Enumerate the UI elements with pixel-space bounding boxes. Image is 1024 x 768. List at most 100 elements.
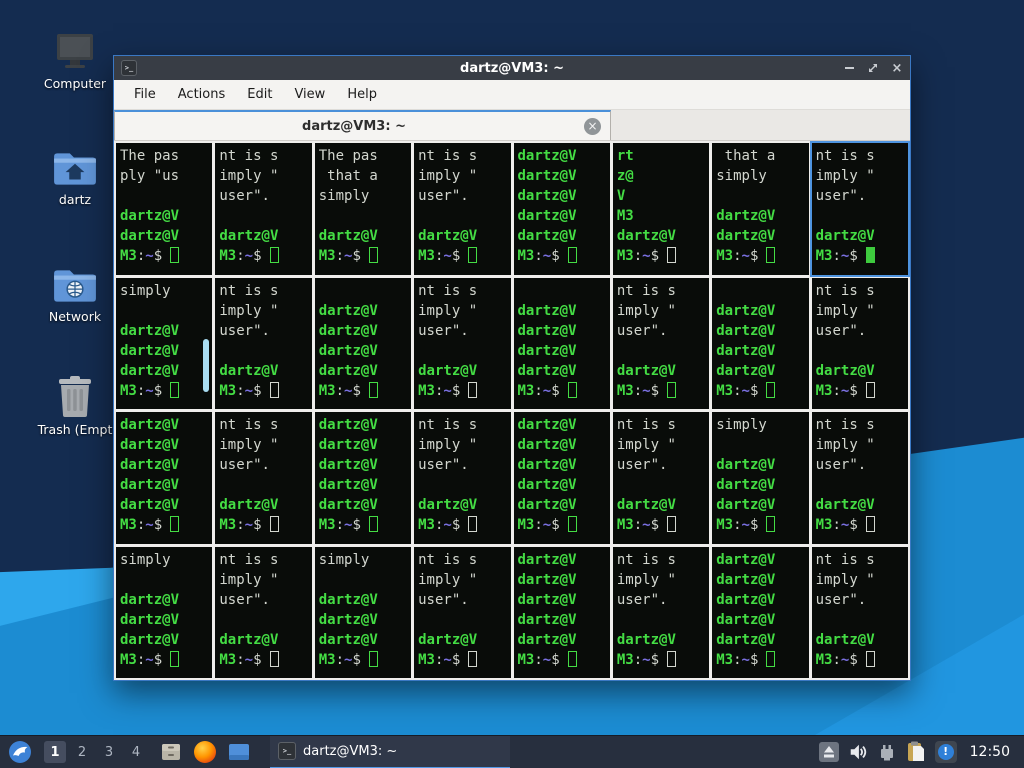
clock[interactable]: 12:50 xyxy=(969,744,1010,760)
terminal-cursor xyxy=(567,516,577,532)
prompt-line: M3:~$ xyxy=(120,650,212,670)
terminal-pane[interactable]: nt is s imply " user". dartz@V M3:~$ xyxy=(811,277,908,409)
pane-scrollbar[interactable] xyxy=(203,339,210,392)
terminal-line: dartz@V xyxy=(716,477,776,493)
maximize-button[interactable] xyxy=(867,62,879,74)
terminal-line: nt is s xyxy=(815,148,875,164)
terminal-line xyxy=(120,186,212,206)
terminal-cursor xyxy=(269,247,279,263)
terminal-line: nt is s xyxy=(616,282,676,299)
desktop-icon-network[interactable]: Network xyxy=(25,259,125,324)
notifier-icon[interactable]: ! xyxy=(934,741,957,763)
terminal-pane[interactable]: dartz@V dartz@V dartz@V dartz@V dartz@V M3:~$ xyxy=(116,412,213,544)
terminal-pane[interactable]: nt is s imply " user". dartz@V M3:~$ xyxy=(215,277,312,409)
clipboard-icon[interactable] xyxy=(906,741,926,762)
firefox-launcher[interactable] xyxy=(193,740,217,764)
terminal-pane[interactable]: rt z@ V M3 dartz@V M3:~$ xyxy=(612,143,710,275)
terminal-pane[interactable]: nt is s imply " user". dartz@V M3:~$ xyxy=(612,277,710,409)
applications-menu-button[interactable] xyxy=(8,740,32,764)
terminal-pane[interactable]: dartz@V dartz@V dartz@V dartz@V M3:~$ xyxy=(314,277,412,409)
network-icon[interactable] xyxy=(877,742,897,762)
volume-icon[interactable] xyxy=(848,742,868,762)
desktop-icon-trash[interactable]: Trash (Empt xyxy=(25,372,125,437)
terminal-line: dartz@V xyxy=(418,362,478,379)
menu-file[interactable]: File xyxy=(134,87,156,102)
terminal-line: dartz@V xyxy=(815,228,875,244)
terminal-pane[interactable]: nt is s imply " user". dartz@V M3:~$ xyxy=(612,412,710,544)
terminal-pane[interactable]: simply dartz@V dartz@V dartz@V M3:~$ xyxy=(116,546,213,678)
close-button[interactable]: × xyxy=(891,60,903,76)
prompt-line: M3:~$ xyxy=(418,650,510,670)
terminal-line: simply xyxy=(120,551,171,568)
workspace-1[interactable]: 1 xyxy=(44,741,66,763)
menu-view[interactable]: View xyxy=(294,87,326,102)
terminal-line: dartz@V xyxy=(517,551,577,568)
terminal-pane[interactable]: simply dartz@V dartz@V dartz@V M3:~$ xyxy=(116,277,213,409)
terminal-line: dartz@V xyxy=(716,457,776,473)
menu-edit[interactable]: Edit xyxy=(247,87,273,102)
terminal-line xyxy=(219,475,311,495)
terminal-line: dartz@V xyxy=(716,611,776,628)
terminal-line: dartz@V xyxy=(120,208,180,224)
terminal-pane[interactable]: simply dartz@V dartz@V dartz@V M3:~$ xyxy=(314,546,412,678)
terminal-pane[interactable]: The pas ply "us dartz@V dartz@V M3:~$ xyxy=(116,143,213,275)
terminal-pane[interactable]: nt is s imply " user". dartz@V M3:~$ xyxy=(414,277,511,409)
terminal-line xyxy=(120,301,212,321)
terminal-line: imply " xyxy=(616,571,676,588)
terminal-cursor xyxy=(865,247,875,263)
terminal-line: dartz@V xyxy=(815,497,875,513)
terminal-pane[interactable]: dartz@V dartz@V dartz@V dartz@V dartz@V M3:~$ xyxy=(513,143,610,275)
terminal-pane[interactable]: that a simply dartz@V dartz@V M3:~$ xyxy=(712,143,809,275)
terminal-pane[interactable]: nt is s imply " user". dartz@V M3:~$ xyxy=(215,143,312,275)
desktop-icon-computer[interactable]: Computer xyxy=(25,26,125,91)
workspace-3[interactable]: 3 xyxy=(104,744,114,760)
terminal-pane[interactable]: dartz@V dartz@V dartz@V dartz@V M3:~$ xyxy=(712,277,809,409)
terminal-cursor xyxy=(766,247,776,263)
tab-close-icon[interactable]: × xyxy=(584,117,601,135)
removable-media-icon[interactable] xyxy=(818,742,839,762)
terminal-line: nt is s xyxy=(815,417,875,433)
terminal-pane[interactable]: dartz@V dartz@V dartz@V dartz@V dartz@V M3:~$ xyxy=(513,412,610,544)
terminal-line: dartz@V xyxy=(318,437,378,453)
desktop-icon-label: Computer xyxy=(43,76,107,91)
terminal-pane[interactable]: nt is s imply " user". dartz@V M3:~$ xyxy=(215,546,312,678)
menu-actions[interactable]: Actions xyxy=(177,87,226,102)
file-manager-launcher[interactable] xyxy=(159,740,183,764)
minimize-button[interactable] xyxy=(843,62,855,74)
taskbar-window-label: dartz@VM3: ~ xyxy=(303,743,398,759)
display-launcher[interactable] xyxy=(227,740,251,764)
terminal-line: user". xyxy=(219,457,270,473)
terminal-pane[interactable]: nt is s imply " user". dartz@V M3:~$ xyxy=(612,546,710,678)
terminal-pane[interactable]: simply dartz@V dartz@V dartz@V M3:~$ xyxy=(712,412,809,544)
menu-help[interactable]: Help xyxy=(347,87,377,102)
terminal-pane[interactable]: nt is s imply " user". dartz@V M3:~$ xyxy=(811,143,908,275)
terminal-pane[interactable]: The pas that a simply dartz@V M3:~$ xyxy=(314,143,412,275)
terminal-pane[interactable]: dartz@V dartz@V dartz@V dartz@V dartz@V M3:~$ xyxy=(712,546,809,678)
terminal-pane[interactable]: dartz@V dartz@V dartz@V dartz@V M3:~$ xyxy=(513,277,610,409)
terminal-line: imply " xyxy=(219,437,279,453)
workspace-2[interactable]: 2 xyxy=(77,744,87,760)
terminal-line: dartz@V xyxy=(517,322,577,339)
terminal-line: nt is s xyxy=(219,417,279,433)
terminal-pane[interactable]: nt is s imply " user". dartz@V M3:~$ xyxy=(215,412,312,544)
terminal-line xyxy=(219,610,311,630)
terminal-pane[interactable]: nt is s imply " user". dartz@V M3:~$ xyxy=(414,546,511,678)
terminal-line: dartz@V xyxy=(716,342,776,359)
prompt-line: M3:~$ xyxy=(816,650,908,670)
terminal-line xyxy=(418,206,510,226)
workspace-4[interactable]: 4 xyxy=(131,744,141,760)
terminal-line: nt is s xyxy=(219,282,279,299)
terminal-tab[interactable]: dartz@VM3: ~ × xyxy=(114,110,611,140)
desktop-icon-home[interactable]: dartz xyxy=(25,142,125,207)
taskbar-window-button[interactable]: >_ dartz@VM3: ~ xyxy=(270,735,510,768)
terminal-pane[interactable]: nt is s imply " user". dartz@V M3:~$ xyxy=(811,412,908,544)
terminal-line: nt is s xyxy=(418,282,478,299)
window-titlebar[interactable]: >_ dartz@VM3: ~ × xyxy=(114,56,910,80)
terminal-pane[interactable]: nt is s imply " user". dartz@V M3:~$ xyxy=(414,143,511,275)
terminal-pane[interactable]: dartz@V dartz@V dartz@V dartz@V dartz@V M3:~$ xyxy=(314,412,412,544)
terminal-pane[interactable]: nt is s imply " user". dartz@V M3:~$ xyxy=(414,412,511,544)
terminal-line: The pas xyxy=(120,148,180,164)
terminal-pane[interactable]: nt is s imply " user". dartz@V M3:~$ xyxy=(811,546,908,678)
terminal-pane[interactable]: dartz@V dartz@V dartz@V dartz@V dartz@V M3:~$ xyxy=(513,546,610,678)
terminal-line: dartz@V xyxy=(219,362,279,379)
